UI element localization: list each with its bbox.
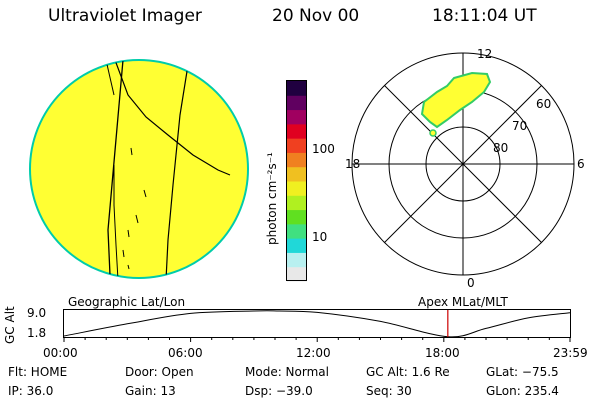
- colorbar-cell: [287, 223, 307, 239]
- timeline-right-title: Apex MLat/MLT: [418, 295, 508, 309]
- colorbar-cell: [287, 195, 307, 211]
- colorbar-cell: [287, 109, 307, 125]
- date-label: 20 Nov 00: [272, 6, 360, 26]
- status-dsp: Dsp: −39.0: [245, 384, 313, 398]
- colorbar-cell: [287, 209, 307, 225]
- auroral-oval-region: [420, 71, 492, 129]
- status-seq: Seq: 30: [366, 384, 412, 398]
- timeline-xtick-0000: 00:00: [43, 346, 78, 360]
- status-glat: GLat: −75.5: [486, 365, 559, 379]
- status-door: Door: Open: [125, 365, 194, 379]
- time-label: 18:11:04 UT: [432, 6, 537, 26]
- mlt-label-6: 6: [577, 157, 585, 171]
- colorbar-cell: [287, 266, 307, 282]
- timeline-xtick-1200: 12:00: [296, 346, 331, 360]
- timeline-left-title: Geographic Lat/Lon: [68, 295, 186, 309]
- colorbar-cell: [287, 152, 307, 168]
- globe-disc: [29, 59, 249, 279]
- status-mode: Mode: Normal: [245, 365, 329, 379]
- auroral-spot: [429, 129, 437, 137]
- timeline-ytick-top: 9.0: [27, 306, 47, 320]
- status-ip: IP: 36.0: [8, 384, 54, 398]
- status-gain: Gain: 13: [125, 384, 176, 398]
- colorbar-cell: [287, 123, 307, 139]
- timeline-xtick-2359: 23:59: [553, 346, 588, 360]
- colorbar-cell: [287, 95, 307, 111]
- lat-label-70: 70: [512, 119, 528, 133]
- status-gc-alt: GC Alt: 1.6 Re: [366, 365, 450, 379]
- colorbar-cell: [287, 138, 307, 153]
- timeline-xtick-1800: 18:00: [425, 346, 460, 360]
- colorbar-tick-100: 100: [312, 142, 335, 156]
- timeline-x-ticks: [63, 337, 571, 342]
- colorbar-cell: [287, 166, 307, 182]
- geographic-grid-lines: [105, 60, 231, 278]
- timeline-xtick-0600: 06:00: [168, 346, 203, 360]
- colorbar-cell: [287, 238, 307, 253]
- instrument-title: Ultraviolet Imager: [48, 6, 202, 26]
- mlt-label-12: 12: [477, 47, 493, 61]
- colorbar-cell: [287, 252, 307, 268]
- status-glon: GLon: 235.4: [486, 384, 559, 398]
- polar-mlt-plot: [351, 52, 575, 276]
- polar-diagonal-2: [384, 85, 542, 243]
- mlt-label-18: 18: [345, 157, 361, 171]
- colorbar-cell: [287, 181, 307, 196]
- globe-image-panel: [29, 59, 249, 279]
- lat-label-80: 80: [493, 141, 509, 155]
- lat-label-60: 60: [536, 97, 552, 111]
- altitude-series-line: [63, 310, 571, 338]
- colorbar-cell: [287, 81, 307, 96]
- timeline-frame: [63, 309, 571, 338]
- colorbar-tick-10: 10: [312, 230, 328, 244]
- timeline-ytick-bottom: 1.8: [27, 326, 47, 340]
- status-flt: Flt: HOME: [8, 365, 68, 379]
- colorbar: [286, 80, 307, 282]
- mlt-label-0: 0: [467, 276, 475, 290]
